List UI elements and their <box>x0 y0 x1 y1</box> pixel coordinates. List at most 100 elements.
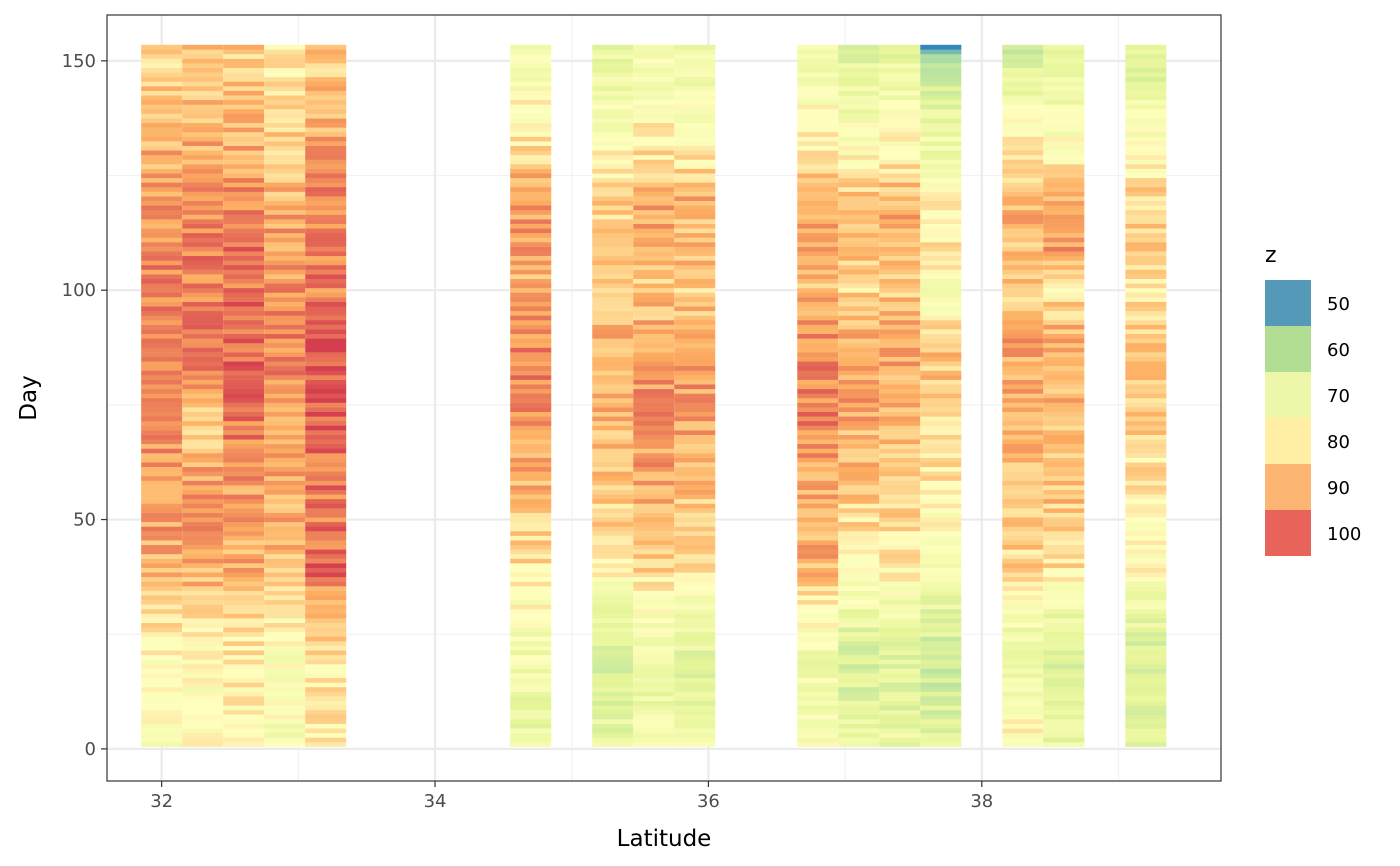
heatmap-tile <box>1125 76 1167 82</box>
heatmap-tile <box>633 586 675 591</box>
heatmap-tile <box>1002 297 1044 302</box>
heatmap-tile <box>1043 347 1085 353</box>
heatmap-tile <box>920 315 962 321</box>
heatmap-tile <box>1125 489 1167 495</box>
heatmap-tile <box>879 95 921 101</box>
heatmap-tile <box>633 127 675 133</box>
heatmap-tile <box>141 99 183 105</box>
heatmap-tile <box>305 246 347 252</box>
heatmap-tile <box>838 86 880 91</box>
heatmap-tile <box>592 719 634 724</box>
heatmap-tile <box>1125 402 1167 408</box>
heatmap-tile <box>141 723 183 729</box>
heatmap-tile <box>879 439 921 445</box>
heatmap-tile <box>633 131 675 137</box>
heatmap-tile <box>1043 494 1085 500</box>
heatmap-tile <box>223 246 265 252</box>
heatmap-tile <box>1125 416 1167 422</box>
heatmap-tile <box>182 145 224 151</box>
heatmap-tile <box>141 512 183 518</box>
heatmap-tile <box>797 517 839 523</box>
heatmap-tile <box>264 604 306 610</box>
heatmap-tile <box>674 696 716 701</box>
heatmap-tile <box>1125 613 1167 619</box>
heatmap-tile <box>510 457 552 463</box>
heatmap-tile <box>838 76 880 82</box>
heatmap-tile <box>182 508 224 513</box>
heatmap-tile <box>920 563 962 568</box>
heatmap-tile <box>1002 549 1044 555</box>
heatmap-tile <box>920 49 962 55</box>
heatmap-tile <box>592 72 634 78</box>
heatmap-tile <box>141 742 183 747</box>
heatmap-tile <box>879 737 921 743</box>
heatmap-tile <box>1002 654 1044 660</box>
heatmap-tile <box>1002 613 1044 619</box>
heatmap-tile <box>510 310 552 316</box>
heatmap-tile <box>264 719 306 724</box>
heatmap-tile <box>879 365 921 371</box>
heatmap-tile <box>920 255 962 261</box>
heatmap-tile <box>1002 109 1044 114</box>
heatmap-tile <box>1043 475 1085 481</box>
heatmap-tile <box>305 255 347 261</box>
heatmap-tile <box>592 563 634 568</box>
heatmap-tile <box>879 732 921 738</box>
heatmap-tile <box>797 567 839 573</box>
heatmap-tile <box>797 636 839 642</box>
heatmap-tile <box>1043 618 1085 624</box>
heatmap-tile <box>264 503 306 509</box>
heatmap-tile <box>223 494 265 500</box>
heatmap-tile <box>305 214 347 220</box>
heatmap-tile <box>305 141 347 146</box>
heatmap-tile <box>920 237 962 243</box>
heatmap-tile <box>182 618 224 624</box>
heatmap-tile <box>182 737 224 743</box>
heatmap-tile <box>633 209 675 215</box>
heatmap-tile <box>920 67 962 73</box>
heatmap-tile <box>838 260 880 266</box>
heatmap-tile <box>182 113 224 119</box>
heatmap-tile <box>838 489 880 495</box>
legend-label: 70 <box>1327 386 1350 407</box>
heatmap-tile <box>510 131 552 137</box>
heatmap-tile <box>592 627 634 633</box>
heatmap-tile <box>182 76 224 82</box>
heatmap-tile <box>633 673 675 679</box>
heatmap-tile <box>838 682 880 688</box>
heatmap-tile <box>1043 398 1085 403</box>
heatmap-tile <box>1002 187 1044 192</box>
heatmap-tile <box>305 540 347 546</box>
heatmap-tile <box>1002 728 1044 734</box>
heatmap-tile <box>633 420 675 426</box>
heatmap-tile <box>510 430 552 435</box>
heatmap-tile <box>510 526 552 532</box>
heatmap-tile <box>1125 608 1167 614</box>
heatmap-tile <box>223 375 265 380</box>
heatmap-tile <box>838 131 880 137</box>
heatmap-tile <box>838 209 880 215</box>
heatmap-tile <box>510 590 552 596</box>
heatmap-tile <box>182 425 224 431</box>
heatmap-tile <box>1002 384 1044 390</box>
heatmap-tile <box>1043 196 1085 202</box>
heatmap-tile <box>305 457 347 463</box>
heatmap-tile <box>264 338 306 344</box>
heatmap-tile <box>510 466 552 472</box>
heatmap-tile <box>797 393 839 399</box>
heatmap-tile <box>182 72 224 78</box>
heatmap-tile <box>797 209 839 215</box>
heatmap-tile <box>1002 159 1044 165</box>
heatmap-tile <box>264 572 306 578</box>
heatmap-tile <box>305 251 347 257</box>
heatmap-tile <box>920 365 962 371</box>
heatmap-tile <box>1043 590 1085 596</box>
heatmap-tile <box>182 219 224 224</box>
heatmap-tile <box>182 361 224 367</box>
heatmap-tile <box>592 274 634 279</box>
heatmap-tile <box>633 719 675 724</box>
heatmap-tile <box>264 356 306 362</box>
heatmap-tile <box>1002 90 1044 96</box>
heatmap-tile <box>797 63 839 68</box>
heatmap-tile <box>305 200 347 206</box>
